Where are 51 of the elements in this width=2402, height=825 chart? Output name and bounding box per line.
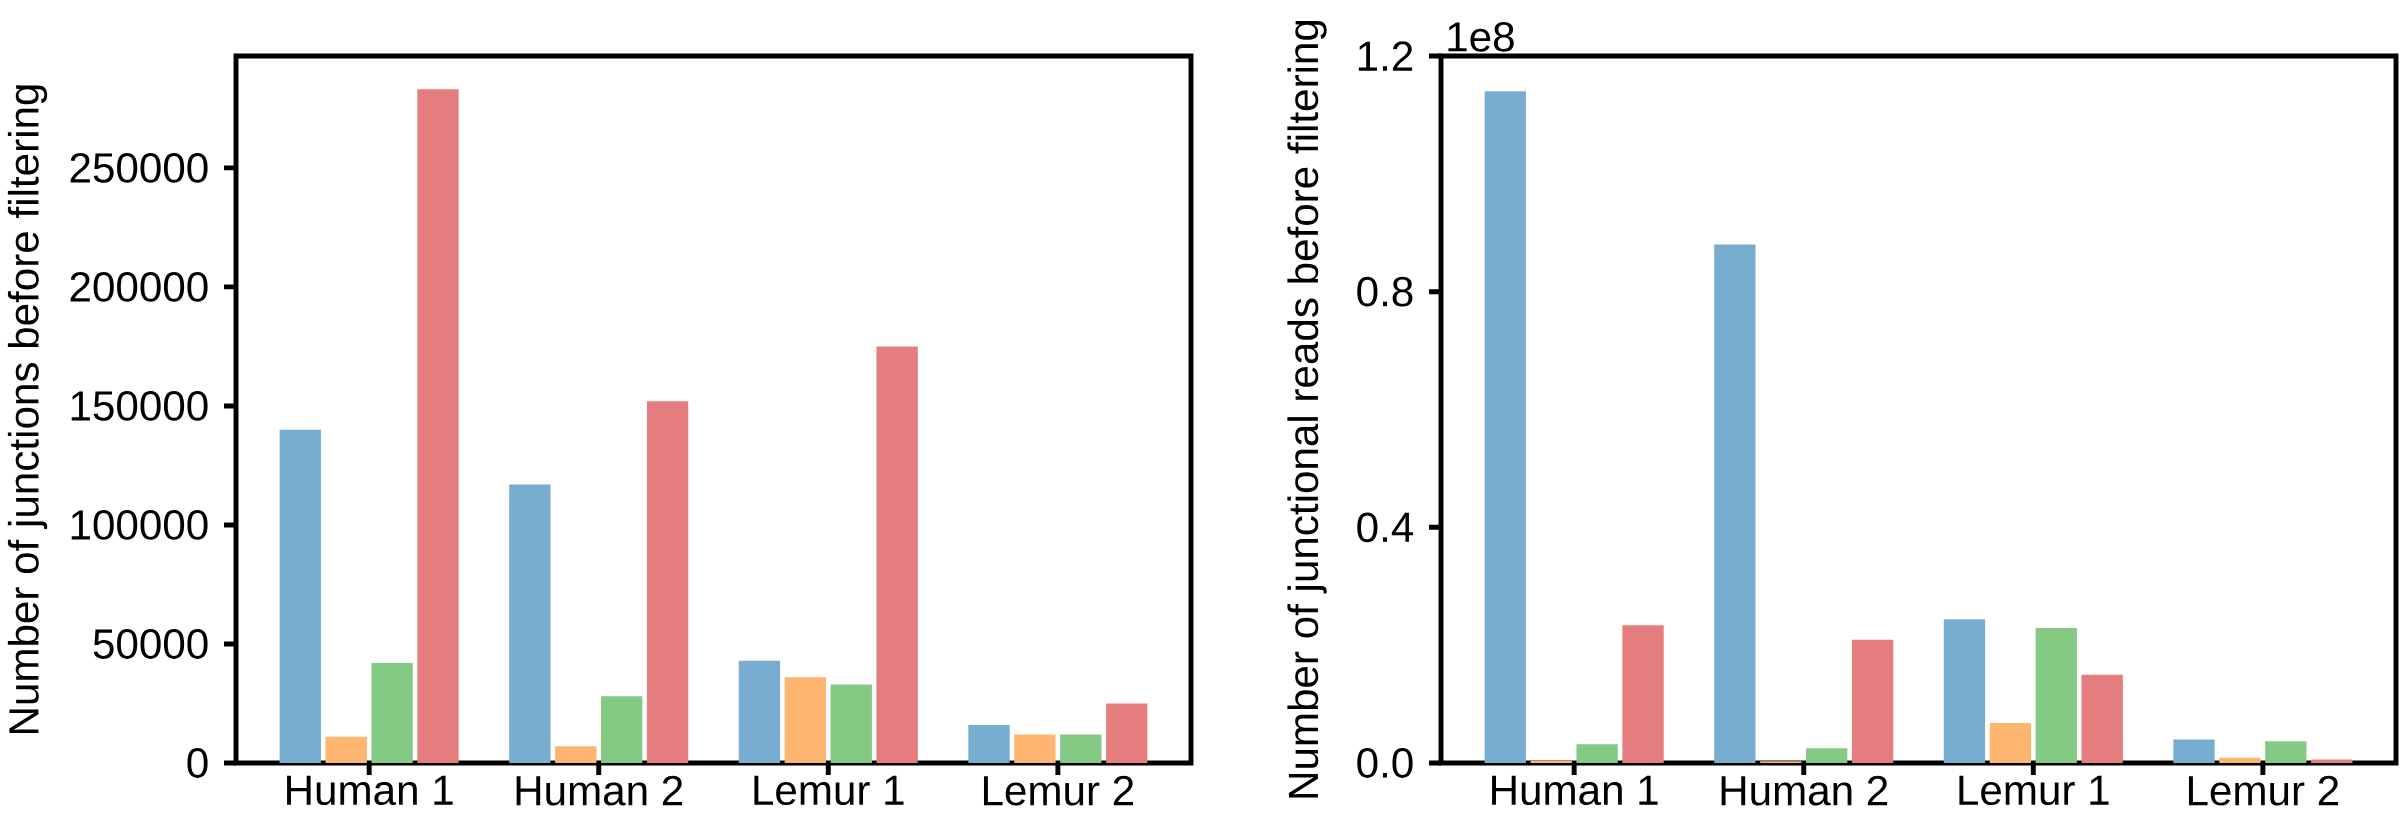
bar [417,89,459,763]
bar [555,746,597,763]
text: 1e8 [1448,21,1514,52]
y-tick-label: 200000 [70,271,208,302]
bar [279,429,321,763]
bar [2035,628,2077,763]
bar [2173,739,2215,763]
bar [2219,757,2261,763]
bar [1714,244,1756,763]
bar [1060,734,1102,763]
x-tick-label: Lemur 1 [754,775,904,806]
bar [738,660,781,763]
y-axis-title: Number of junctional reads before filtering [1287,20,1327,798]
bar [1943,619,1986,763]
y-tick-label: 0.8 [1357,276,1413,307]
bar [2081,674,2123,763]
y-axis-title: Number of junctions before filtering [7,85,48,734]
bar [1622,625,1664,763]
bar [509,484,551,763]
bar [2311,759,2353,763]
x-tick-label: Human 1 [287,775,453,806]
y-tick-label: 0.4 [1357,512,1414,543]
bar [325,736,367,763]
y-tick-label: 150000 [71,391,208,421]
bar [968,724,1010,763]
bar [601,696,643,763]
bar [1484,91,1526,763]
y-tick-label: 0 [187,748,208,778]
bar [1014,734,1056,763]
x-tick-label: Human 1 [1492,775,1658,806]
y-tick-label: 1.2 [1358,41,1413,71]
y-tick-label: 0.0 [1357,748,1413,778]
x-tick-label: Lemur 2 [2188,775,2339,806]
y-tick-label: 250000 [70,152,208,183]
x-tick-label: Human 2 [516,775,683,806]
bar [876,346,918,763]
bar [1851,639,1894,763]
bar [830,684,872,763]
bar [1989,722,2031,763]
bar [2265,741,2307,763]
bar [646,401,689,763]
y-tick-label: 100000 [71,510,208,540]
y-tick-label: 50000 [93,629,208,659]
bar [1106,703,1148,763]
bar [1806,748,1848,763]
x-tick-label: Lemur 1 [1959,775,2109,806]
x-tick-label: Human 2 [1721,775,1888,806]
bar [784,677,826,763]
bar [1576,744,1618,763]
bar [371,663,413,763]
x-tick-label: Lemur 2 [983,775,1134,806]
